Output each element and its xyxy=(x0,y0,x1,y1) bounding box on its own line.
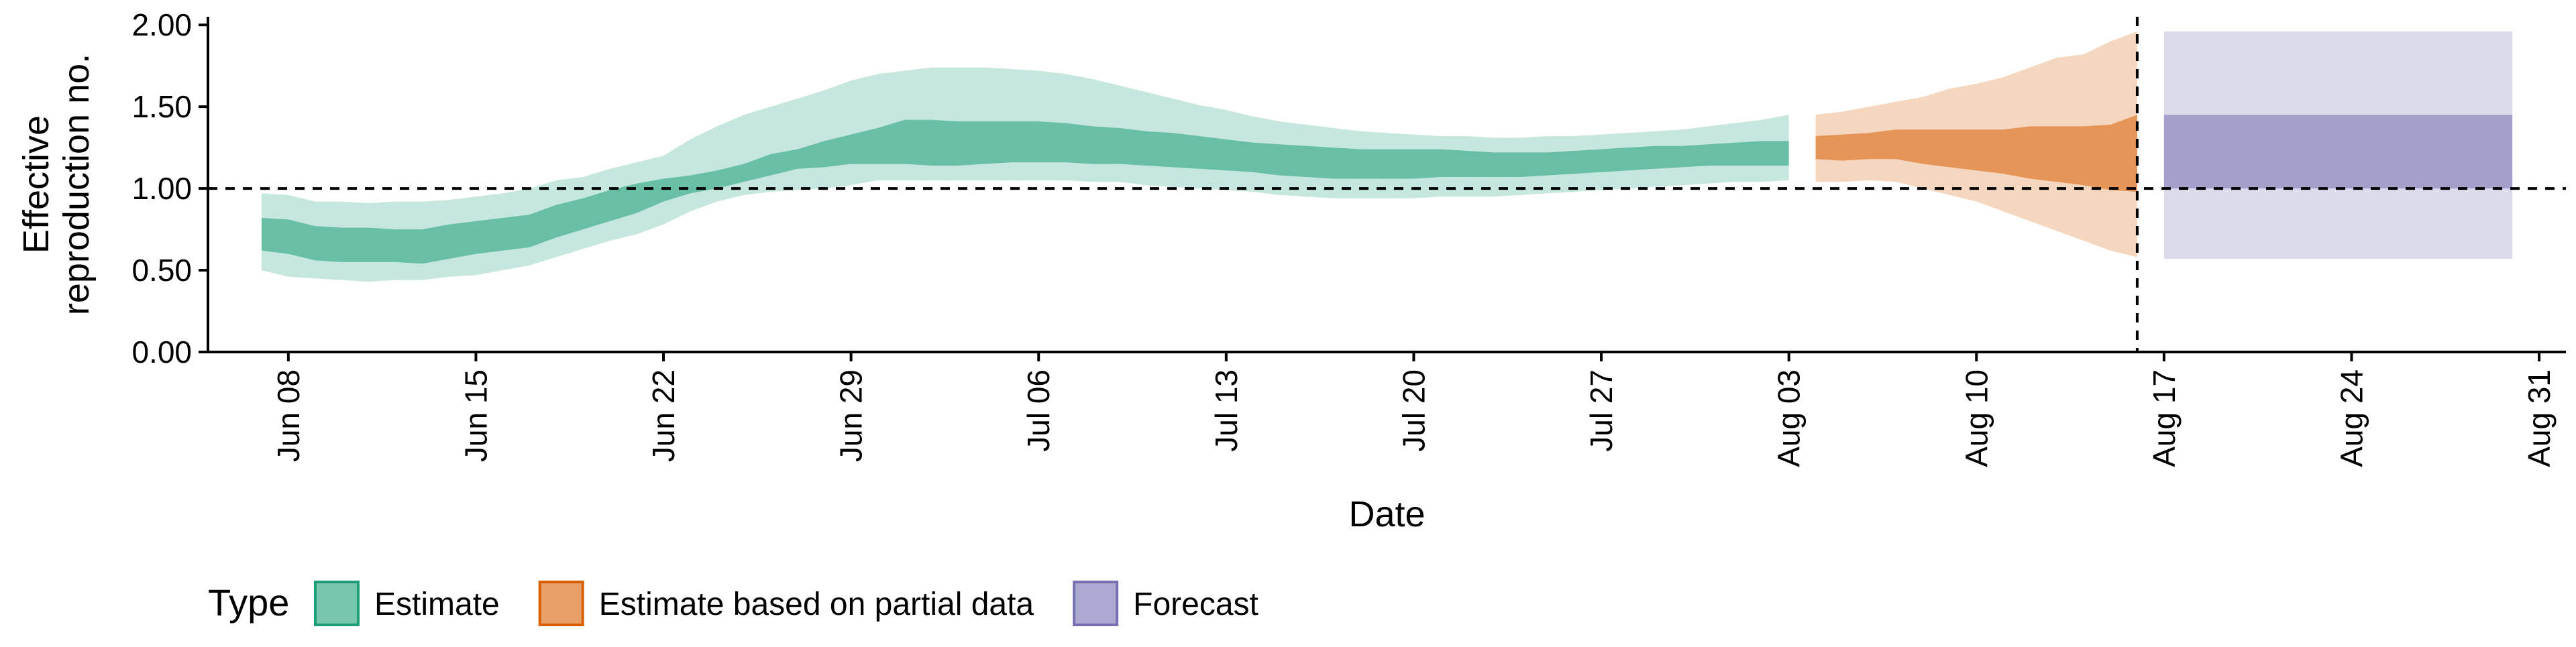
x-axis-title: Date xyxy=(1348,494,1425,534)
reference-lines xyxy=(208,17,2566,352)
x-tick-label: Jul 06 xyxy=(1021,369,1056,452)
y-tick-label: 0.00 xyxy=(131,335,192,369)
y-tick-label: 1.50 xyxy=(131,89,192,124)
y-axis-title-line2: reproduction no. xyxy=(56,54,97,315)
legend: Type Estimate Estimate based on partial da… xyxy=(208,581,1258,626)
x-tick-label: Jun 08 xyxy=(271,369,306,462)
x-tick-label: Jul 13 xyxy=(1209,369,1244,452)
estimate-based-on-partial-data-inner-band xyxy=(1815,115,2137,192)
y-axis-title-line1: Effective xyxy=(16,115,56,253)
y-tick-label: 1.00 xyxy=(131,171,192,206)
x-tick-label: Aug 10 xyxy=(1959,369,1994,467)
legend-label-forecast: Forecast xyxy=(1133,587,1258,622)
estimate-outer-band xyxy=(261,67,1789,282)
x-tick-label: Aug 31 xyxy=(2522,369,2557,467)
x-tick-label: Jun 15 xyxy=(458,369,493,462)
x-tick-label: Jul 20 xyxy=(1396,369,1431,452)
legend-swatch-estimate-based-on-partial-data xyxy=(538,581,584,626)
x-tick-label: Jun 22 xyxy=(646,369,681,462)
x-tick-label: Jul 27 xyxy=(1584,369,1619,452)
legend-title: Type xyxy=(208,581,289,624)
axes: 0.00 0.50 1.00 1.50 2.00 Jun 08 Jun 15 Jun 22 Ju… xyxy=(16,7,2566,534)
legend-label-estimate-based-on-partial-data: Estimate based on partial data xyxy=(599,587,1034,622)
x-tick-label: Aug 17 xyxy=(2147,369,2182,467)
forecast-inner-band xyxy=(2163,115,2513,189)
estimate-inner-band xyxy=(261,119,1789,264)
x-tick-label: Aug 03 xyxy=(1772,369,1807,467)
x-tick-label: Jun 29 xyxy=(834,369,869,462)
y-tick-label: 0.50 xyxy=(131,253,192,288)
legend-swatch-forecast xyxy=(1073,581,1119,626)
legend-swatch-estimate xyxy=(314,581,360,626)
y-tick-label: 2.00 xyxy=(131,7,192,42)
bands-layer xyxy=(261,32,2513,282)
x-tick-label: Aug 24 xyxy=(2334,369,2369,467)
legend-label-estimate: Estimate xyxy=(374,587,500,622)
